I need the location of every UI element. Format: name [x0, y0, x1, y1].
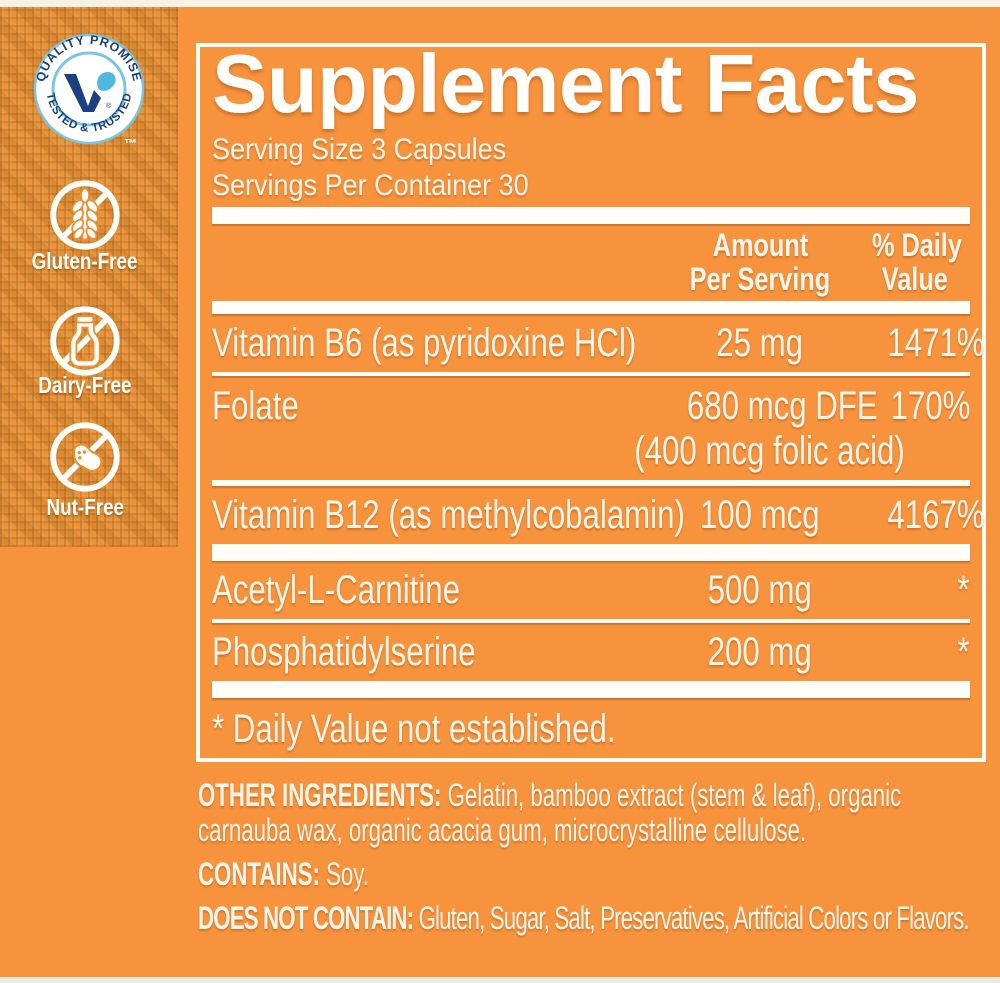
- nutrient-daily-value: *: [957, 568, 970, 612]
- quality-promise-badge: QUALITY PROMISE TESTED & TRUSTED ®: [34, 33, 145, 145]
- table-row-acetyl-l-carnitine: Acetyl-L-Carnitine 500 mg *: [212, 561, 970, 619]
- peanut-icon: [50, 422, 120, 492]
- supplement-facts-panel: Supplement Facts Serving Size 3 Capsules…: [196, 37, 986, 762]
- divider-medium: [212, 301, 970, 314]
- bottom-edge-strip: [0, 977, 1000, 983]
- other-ingredients-text: Gelatin, bamboo extract (stem & leaf), o…: [198, 777, 902, 848]
- divider-thick: [212, 681, 970, 698]
- trademark-symbol: ™: [124, 136, 137, 151]
- divider-thick: [212, 207, 970, 224]
- other-ingredients-label: OTHER INGREDIENTS:: [198, 777, 442, 813]
- table-row-folate: Folate 680 mcg DFE 170% (400 mcg folic a…: [212, 376, 970, 480]
- nutrient-daily-value: *: [957, 630, 970, 674]
- serving-size: Serving Size 3 Capsules: [212, 133, 507, 166]
- table-row-vitamin-b6: Vitamin B6 (as pyridoxine HCl) 25 mg 147…: [212, 314, 985, 372]
- nutrient-name: Acetyl-L-Carnitine: [212, 568, 460, 612]
- nutrient-name: Phosphatidylserine: [212, 630, 476, 674]
- other-ingredients: OTHER INGREDIENTS: Gelatin, bamboo extra…: [198, 778, 976, 848]
- daily-value-column-header: % Daily Value: [871, 227, 962, 297]
- does-not-contain-text: Gluten, Sugar, Salt, Preservatives, Arti…: [418, 900, 970, 936]
- wheat-icon: [50, 180, 120, 250]
- nutrient-amount: 25 mg: [716, 321, 804, 365]
- panel-title: Supplement Facts: [212, 37, 919, 130]
- does-not-contain-label: DOES NOT CONTAIN:: [198, 900, 414, 936]
- amount-column-header: Amount Per Serving: [689, 227, 831, 297]
- table-header: Amount Per Serving % Daily Value: [212, 228, 970, 296]
- table-row-vitamin-b12: Vitamin B12 (as methylcobalamin) 100 mcg…: [212, 486, 985, 544]
- nutrient-amount: 680 mcg DFE: [686, 384, 878, 428]
- gluten-free-label: Gluten-Free: [32, 248, 138, 274]
- dairy-free-label: Dairy-Free: [38, 372, 132, 398]
- nutrient-amount-note: (400 mcg folic acid): [634, 429, 905, 473]
- nutrient-daily-value: 170%: [890, 384, 970, 428]
- nutrient-amount: 500 mg: [707, 568, 813, 612]
- nut-free-label: Nut-Free: [46, 494, 124, 520]
- nutrient-daily-value: 4167%: [887, 493, 985, 537]
- contains-text: Soy.: [326, 856, 369, 892]
- servings-per-container: Servings Per Container 30: [212, 169, 529, 202]
- badge-inner-ring: [51, 51, 127, 127]
- divider-thin: [212, 372, 970, 376]
- table-row-phosphatidylserine: Phosphatidylserine 200 mg *: [212, 623, 970, 681]
- daily-value-footnote: * Daily Value not established.: [212, 707, 616, 751]
- nutrient-name: Vitamin B6 (as pyridoxine HCl): [212, 321, 637, 365]
- contains-label: CONTAINS:: [198, 856, 320, 892]
- nutrient-name: Vitamin B12 (as methylcobalamin): [212, 493, 685, 537]
- divider-medium: [212, 480, 970, 486]
- sidebar-badges: QUALITY PROMISE TESTED & TRUSTED ® ™: [0, 0, 178, 540]
- nutrient-name: Folate: [212, 384, 299, 428]
- divider-thick: [212, 544, 970, 561]
- milk-bottle-icon: [50, 306, 120, 376]
- nutrient-amount: 100 mcg: [700, 493, 820, 537]
- nutrient-amount: 200 mg: [707, 630, 813, 674]
- contains: CONTAINS: Soy.: [198, 857, 976, 892]
- top-edge-strip: [0, 0, 1000, 7]
- divider-thin: [212, 619, 970, 623]
- does-not-contain: DOES NOT CONTAIN: Gluten, Sugar, Salt, P…: [198, 901, 976, 936]
- registered-mark: ®: [106, 102, 112, 110]
- vitamin-shoppe-v-logo: ®: [64, 72, 116, 112]
- ingredient-details: OTHER INGREDIENTS: Gelatin, bamboo extra…: [198, 778, 976, 945]
- nutrient-daily-value: 1471%: [887, 321, 985, 365]
